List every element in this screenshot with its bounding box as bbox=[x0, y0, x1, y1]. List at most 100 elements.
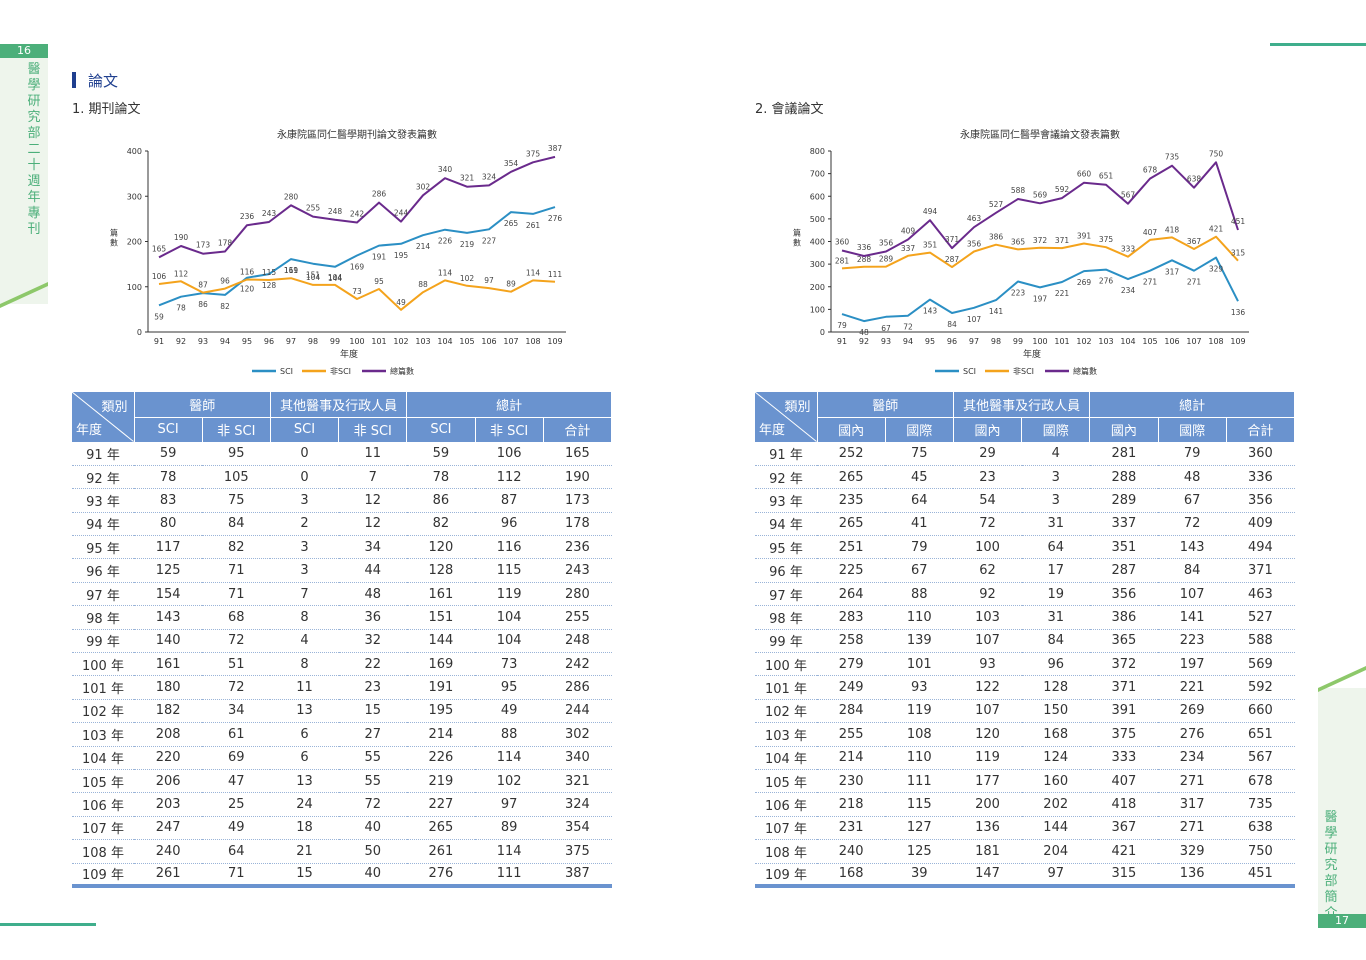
value-cell: 139 bbox=[885, 629, 954, 654]
year-cell: 91 年 bbox=[755, 442, 817, 466]
value-cell: 73 bbox=[475, 652, 544, 677]
legend-entry: 非SCI bbox=[1013, 366, 1034, 376]
value-cell: 144 bbox=[1021, 816, 1090, 841]
table-row: 93 年 83 75 3 12 86 87 173 bbox=[72, 488, 612, 513]
value-cell: 154 bbox=[134, 582, 203, 607]
y-tick-label: 100 bbox=[127, 283, 142, 292]
data-label: 261 bbox=[526, 221, 541, 230]
year-cell: 100 年 bbox=[72, 652, 134, 677]
value-cell: 236 bbox=[543, 535, 612, 560]
data-label: 276 bbox=[1099, 277, 1114, 286]
year-cell: 104 年 bbox=[72, 746, 134, 770]
value-cell: 190 bbox=[543, 465, 612, 490]
data-label: 111 bbox=[548, 270, 563, 279]
data-label: 49 bbox=[396, 298, 406, 307]
value-cell: 280 bbox=[543, 582, 612, 607]
value-cell: 169 bbox=[406, 652, 476, 677]
group-header-total: 總計 bbox=[406, 392, 612, 418]
data-label: 287 bbox=[945, 255, 960, 264]
x-axis-label: 年度 bbox=[340, 348, 358, 360]
table-row: 95 年 251 79 100 64 351 143 494 bbox=[755, 535, 1295, 560]
value-cell: 315 bbox=[1089, 863, 1159, 889]
year-cell: 96 年 bbox=[72, 558, 134, 583]
value-cell: 72 bbox=[202, 675, 271, 700]
data-label: 234 bbox=[1121, 286, 1136, 295]
value-cell: 110 bbox=[885, 746, 954, 770]
data-label: 72 bbox=[903, 323, 913, 332]
value-cell: 281 bbox=[1089, 442, 1159, 466]
subheader: SCI bbox=[406, 417, 476, 443]
series-line-總篇數 bbox=[841, 161, 1239, 257]
table-row: 94 年 265 41 72 31 337 72 409 bbox=[755, 512, 1295, 537]
value-cell: 365 bbox=[1089, 629, 1159, 654]
value-cell: 7 bbox=[270, 582, 339, 607]
legend-entry: SCI bbox=[280, 367, 293, 376]
value-cell: 41 bbox=[885, 512, 954, 537]
value-cell: 206 bbox=[134, 769, 203, 794]
x-tick-label: 93 bbox=[198, 337, 208, 346]
value-cell: 143 bbox=[1158, 535, 1227, 560]
year-cell: 95 年 bbox=[755, 535, 817, 560]
value-cell: 264 bbox=[817, 582, 886, 607]
value-cell: 111 bbox=[475, 863, 544, 889]
data-label: 78 bbox=[176, 304, 186, 313]
data-label: 375 bbox=[526, 149, 541, 158]
y-tick-label: 600 bbox=[810, 192, 825, 201]
year-cell: 105 年 bbox=[72, 769, 134, 794]
value-cell: 115 bbox=[475, 558, 544, 583]
data-label: 107 bbox=[967, 315, 982, 324]
value-cell: 6 bbox=[270, 746, 339, 770]
journal-chart: 永康院區同仁醫學期刊論文發表篇數 0 100 200 300 400 91 92 93 94 95 9… bbox=[72, 124, 612, 386]
value-cell: 180 bbox=[134, 675, 203, 700]
value-cell: 48 bbox=[1158, 465, 1227, 490]
value-cell: 8 bbox=[270, 652, 339, 677]
data-label: 244 bbox=[394, 209, 409, 218]
value-cell: 12 bbox=[338, 488, 407, 513]
value-cell: 103 bbox=[953, 605, 1022, 630]
table-row: 99 年 258 139 107 84 365 223 588 bbox=[755, 629, 1295, 654]
value-cell: 288 bbox=[1089, 465, 1159, 490]
table-row: 103 年 208 61 6 27 214 88 302 bbox=[72, 722, 612, 747]
y-tick-label: 800 bbox=[810, 147, 825, 156]
table-row: 105 年 206 47 13 55 219 102 321 bbox=[72, 769, 612, 794]
value-cell: 97 bbox=[1021, 863, 1090, 889]
year-cell: 106 年 bbox=[72, 792, 134, 817]
table-row: 95 年 117 82 3 34 120 116 236 bbox=[72, 535, 612, 560]
data-label: 151 bbox=[306, 271, 321, 280]
value-cell: 247 bbox=[134, 816, 203, 841]
value-cell: 494 bbox=[1226, 535, 1295, 560]
value-cell: 82 bbox=[202, 535, 271, 560]
series-line-非SCI bbox=[158, 277, 556, 311]
value-cell: 15 bbox=[338, 699, 407, 724]
value-cell: 105 bbox=[202, 465, 271, 490]
value-cell: 59 bbox=[406, 442, 476, 466]
data-label: 371 bbox=[945, 235, 960, 244]
table-row: 91 年 252 75 29 4 281 79 360 bbox=[755, 442, 1295, 466]
x-tick-label: 95 bbox=[242, 337, 252, 346]
y-tick-label: 700 bbox=[810, 170, 825, 179]
y-tick-label: 300 bbox=[810, 260, 825, 269]
x-tick-label: 92 bbox=[176, 337, 186, 346]
value-cell: 48 bbox=[338, 582, 407, 607]
table-row: 106 年 218 115 200 202 418 317 735 bbox=[755, 792, 1295, 817]
value-cell: 367 bbox=[1089, 816, 1159, 841]
value-cell: 276 bbox=[1158, 722, 1227, 747]
value-cell: 39 bbox=[885, 863, 954, 889]
data-label: 248 bbox=[328, 207, 343, 216]
data-label: 226 bbox=[438, 237, 453, 246]
x-tick-label: 100 bbox=[349, 337, 364, 346]
year-cell: 102 年 bbox=[755, 699, 817, 724]
value-cell: 391 bbox=[1089, 699, 1159, 724]
subheader: 國際 bbox=[1158, 417, 1227, 443]
value-cell: 87 bbox=[475, 488, 544, 513]
value-cell: 136 bbox=[953, 816, 1022, 841]
value-cell: 120 bbox=[953, 722, 1022, 747]
table-row: 104 年 220 69 6 55 226 114 340 bbox=[72, 746, 612, 770]
value-cell: 3 bbox=[270, 535, 339, 560]
table-row: 98 年 283 110 103 31 386 141 527 bbox=[755, 605, 1295, 630]
right-vertical-title: 醫學研究部簡介 bbox=[1324, 810, 1338, 921]
table-corner-header: 類別 年度 bbox=[755, 392, 818, 443]
data-label: 67 bbox=[881, 324, 891, 333]
data-label: 141 bbox=[989, 307, 1004, 316]
value-cell: 6 bbox=[270, 722, 339, 747]
